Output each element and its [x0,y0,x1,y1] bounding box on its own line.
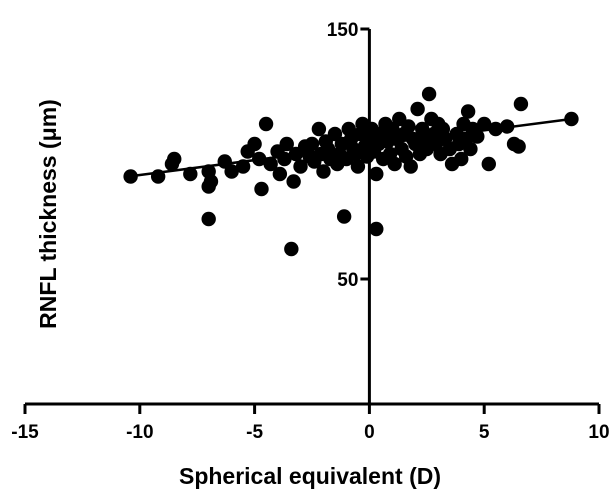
x-tick-label: -15 [11,422,39,443]
y-axis-title: RNFL thickness (μm) [35,99,61,329]
data-point [258,116,274,132]
data-point [369,221,384,237]
data-point [284,241,299,257]
data-point [477,116,492,132]
regression-line [128,117,572,178]
data-points [123,86,579,257]
data-point [421,86,437,102]
data-point [224,164,239,179]
data-point [336,209,352,224]
data-point [454,151,469,167]
data-point [513,96,529,112]
data-point [369,166,384,182]
data-point [201,211,216,227]
data-point [511,139,526,154]
x-tick-label: 5 [479,422,490,443]
data-point [272,166,288,182]
x-tick-label: 0 [364,422,375,443]
data-point [304,136,320,152]
x-axis-ticks: -15 -10 -5 0 5 10 [11,404,610,443]
data-point [410,101,425,117]
data-point [279,136,294,152]
data-point [167,151,182,167]
data-point [403,159,418,174]
y-axis-ticks: 50 150 [327,20,370,291]
x-tick-label: -10 [126,422,153,443]
x-axis-title: Spherical equivalent (D) [179,463,441,489]
data-point [263,156,278,172]
data-point [460,104,476,119]
data-point [183,166,198,182]
x-tick-label: -5 [246,422,263,443]
data-point [401,119,416,134]
data-point [203,174,219,189]
y-tick-label: 150 [327,20,359,41]
x-tick-label: 10 [588,422,609,443]
data-point [350,159,366,174]
data-point [463,141,478,157]
data-point [247,136,262,152]
data-point [254,181,269,197]
data-point [316,164,331,179]
y-tick-label: 50 [337,270,358,291]
data-point [286,174,301,189]
data-point [387,156,402,172]
data-point [293,159,308,174]
data-point [481,156,496,172]
data-point [311,121,327,137]
